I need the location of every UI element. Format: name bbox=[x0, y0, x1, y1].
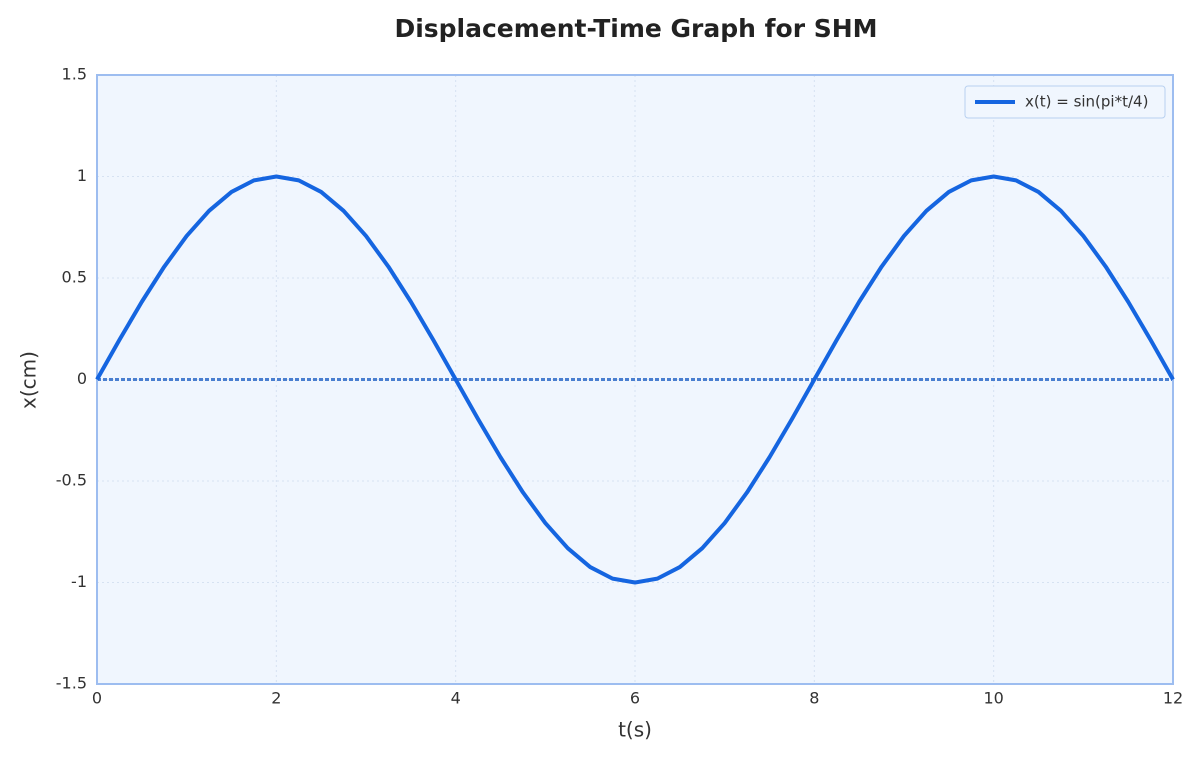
data-line bbox=[95, 174, 1175, 585]
chart-title: Displacement-Time Graph for SHM bbox=[394, 14, 877, 43]
x-tick-label: 8 bbox=[809, 689, 819, 708]
x-tick-label: 2 bbox=[271, 689, 281, 708]
x-axis-label: t(s) bbox=[618, 718, 652, 742]
y-tick-label: -1 bbox=[71, 572, 87, 591]
x-tick-label: 4 bbox=[451, 689, 461, 708]
y-tick-label: -1.5 bbox=[56, 674, 87, 693]
x-tick-label: 12 bbox=[1163, 689, 1183, 708]
legend-box bbox=[964, 85, 1166, 119]
y-axis-label: x(cm) bbox=[17, 351, 41, 409]
x-tick-label: 6 bbox=[630, 689, 640, 708]
y-tick-label: -0.5 bbox=[56, 471, 87, 490]
y-tick-label: 1.5 bbox=[62, 65, 87, 84]
y-tick-label: 1 bbox=[77, 166, 87, 185]
x-tick-label: 0 bbox=[92, 689, 102, 708]
legend-label: x(t) = sin(pi*t/4) bbox=[1025, 93, 1148, 111]
y-tick-label: 0.5 bbox=[62, 268, 87, 287]
y-tick-label: 0 bbox=[77, 369, 87, 388]
x-tick-label: 10 bbox=[983, 689, 1003, 708]
